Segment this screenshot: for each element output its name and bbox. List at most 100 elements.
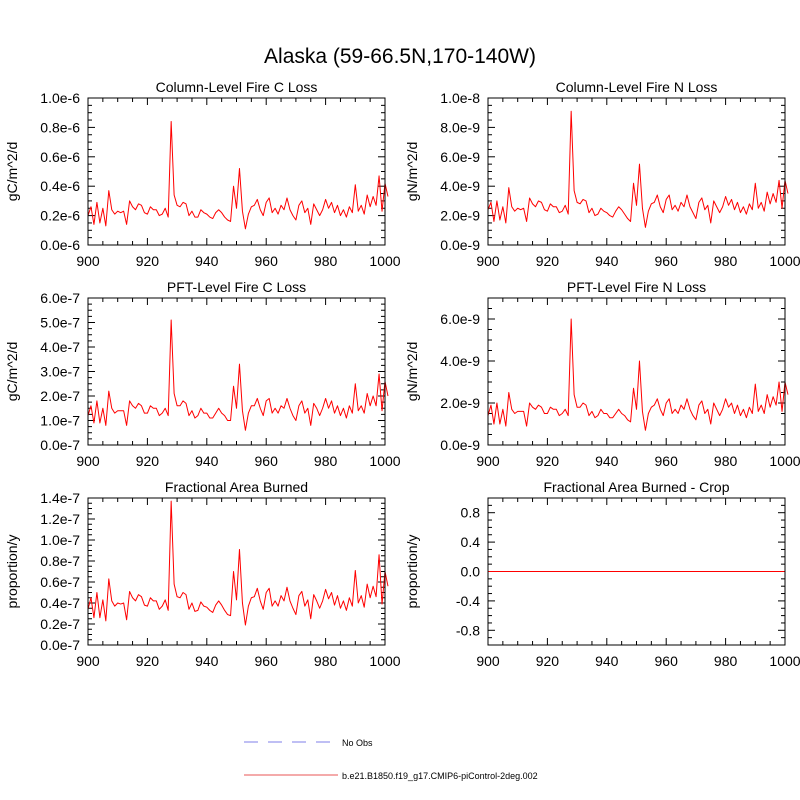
x-tick-label: 960: [655, 253, 679, 269]
x-tick-label: 940: [595, 653, 619, 669]
series-line: [87, 500, 389, 626]
x-tick-label: 940: [195, 453, 219, 469]
plot-frame: [487, 497, 786, 646]
x-tick-label: 1000: [369, 653, 400, 669]
x-tick-label: 920: [136, 253, 160, 269]
x-tick-label: 920: [536, 653, 560, 669]
plot-frame: [487, 97, 786, 246]
x-tick-label: 940: [195, 253, 219, 269]
y-tick-label: 1.4e-7: [40, 490, 80, 506]
x-tick-label: 980: [714, 253, 738, 269]
panel-pft-level-fire-c-loss: PFT-Level Fire C Loss gC/m^2/d 900 920 940 96…: [4, 279, 401, 469]
legend: No Obs b.e21.B1850.f19_g17.CMIP6-piContr…: [244, 738, 538, 781]
y-tick-label: 0.4: [461, 534, 481, 550]
y-tick-label: 1.0e-6: [40, 90, 80, 106]
y-tick-label: 2.0e-9: [440, 395, 480, 411]
y-tick-label: 4.0e-9: [440, 178, 480, 194]
y-tick-label: 0.2e-7: [40, 616, 80, 632]
x-tick-label: 920: [136, 453, 160, 469]
panel-title: Fractional Area Burned - Crop: [544, 479, 730, 495]
y-axis-label: gN/m^2/d: [404, 142, 420, 201]
panel-fractional-area-burned-crop: Fractional Area Burned - Crop proportion/…: [404, 479, 800, 669]
series-line: [487, 318, 789, 431]
panel-column-level-fire-c-loss: Column-Level Fire C Loss gC/m^2/d 900 920 94…: [4, 79, 401, 269]
plot-frame: [87, 497, 386, 646]
y-tick-label: 8.0e-9: [440, 119, 480, 135]
y-tick-label: 0.6e-7: [40, 574, 80, 590]
x-tick-label: 940: [595, 253, 619, 269]
panel-title: PFT-Level Fire C Loss: [167, 279, 306, 295]
panel-fractional-area-burned: Fractional Area Burned proportion/y 900 920…: [4, 479, 401, 669]
y-tick-label: 0.6e-6: [40, 149, 80, 165]
x-tick-label: 940: [195, 653, 219, 669]
x-tick-label: 1000: [769, 253, 800, 269]
y-tick-label: 4.0e-7: [40, 339, 80, 355]
y-tick-label: 2.0e-7: [40, 388, 80, 404]
y-tick-label: 6.0e-9: [440, 311, 480, 327]
y-tick-label: 0.2e-6: [40, 208, 80, 224]
y-tick-label: 1.0e-7: [40, 532, 80, 548]
x-tick-label: 960: [655, 653, 679, 669]
x-tick-label: 900: [76, 253, 100, 269]
y-tick-label: 6.0e-9: [440, 149, 480, 165]
x-tick-label: 920: [536, 453, 560, 469]
y-tick-label: 2.0e-9: [440, 208, 480, 224]
y-tick-label: 6.0e-7: [40, 290, 80, 306]
y-axis-label: proportion/y: [4, 535, 20, 609]
y-axis-label: gC/m^2/d: [4, 142, 20, 201]
y-tick-label: 0.0e-6: [40, 237, 80, 253]
y-tick-label: 0.0: [461, 564, 481, 580]
plot-frame: [87, 97, 386, 246]
y-tick-label: 0.0e-9: [440, 237, 480, 253]
series-line: [87, 121, 389, 230]
y-tick-label: 1.2e-7: [40, 511, 80, 527]
y-axis-label: gC/m^2/d: [4, 342, 20, 401]
x-tick-label: 980: [714, 453, 738, 469]
legend-label-model: b.e21.B1850.f19_g17.CMIP6-piControl-2deg…: [342, 771, 538, 781]
plot-frame: [87, 297, 386, 446]
y-tick-label: 3.0e-7: [40, 364, 80, 380]
y-tick-label: 0.8e-7: [40, 553, 80, 569]
x-tick-label: 900: [76, 453, 100, 469]
panel-title: PFT-Level Fire N Loss: [567, 279, 706, 295]
y-tick-label: 0.0e-9: [440, 437, 480, 453]
y-tick-label: 0.8e-6: [40, 119, 80, 135]
y-tick-label: 1.0e-7: [40, 413, 80, 429]
x-tick-label: 1000: [369, 453, 400, 469]
x-tick-label: 900: [476, 453, 500, 469]
x-tick-label: 900: [76, 653, 100, 669]
y-tick-label: 4.0e-9: [440, 353, 480, 369]
x-tick-label: 960: [655, 453, 679, 469]
panel-title: Fractional Area Burned: [165, 479, 308, 495]
x-tick-label: 1000: [769, 453, 800, 469]
x-tick-label: 1000: [769, 653, 800, 669]
panel-column-level-fire-n-loss: Column-Level Fire N Loss gN/m^2/d 900 920 94…: [404, 79, 800, 269]
x-tick-label: 920: [136, 653, 160, 669]
y-axis-label: gN/m^2/d: [404, 342, 420, 401]
plot-frame: [487, 297, 786, 446]
series-line: [87, 319, 389, 431]
series-line: [487, 110, 789, 228]
panel-title: Column-Level Fire C Loss: [156, 79, 318, 95]
y-tick-label: 0.4e-6: [40, 178, 80, 194]
chart-panels: Column-Level Fire C Loss gC/m^2/d 900 920 94…: [4, 79, 800, 669]
panel-title: Column-Level Fire N Loss: [556, 79, 718, 95]
figure-title: Alaska (59-66.5N,170-140W): [264, 45, 536, 68]
x-tick-label: 960: [255, 653, 279, 669]
y-tick-label: 0.0e-7: [40, 637, 80, 653]
x-tick-label: 1000: [369, 253, 400, 269]
x-tick-label: 920: [536, 253, 560, 269]
y-tick-label: 5.0e-7: [40, 315, 80, 331]
y-tick-label: -0.8: [456, 622, 480, 638]
y-tick-label: -0.4: [456, 593, 480, 609]
x-tick-label: 960: [255, 253, 279, 269]
x-tick-label: 940: [595, 453, 619, 469]
legend-label-no-obs: No Obs: [342, 738, 373, 748]
panel-pft-level-fire-n-loss: PFT-Level Fire N Loss gN/m^2/d 900 920 940 96…: [404, 279, 800, 469]
y-axis-label: proportion/y: [404, 535, 420, 609]
x-tick-label: 900: [476, 653, 500, 669]
y-tick-label: 0.0e-7: [40, 437, 80, 453]
y-tick-label: 0.8: [461, 505, 481, 521]
x-tick-label: 980: [314, 253, 338, 269]
